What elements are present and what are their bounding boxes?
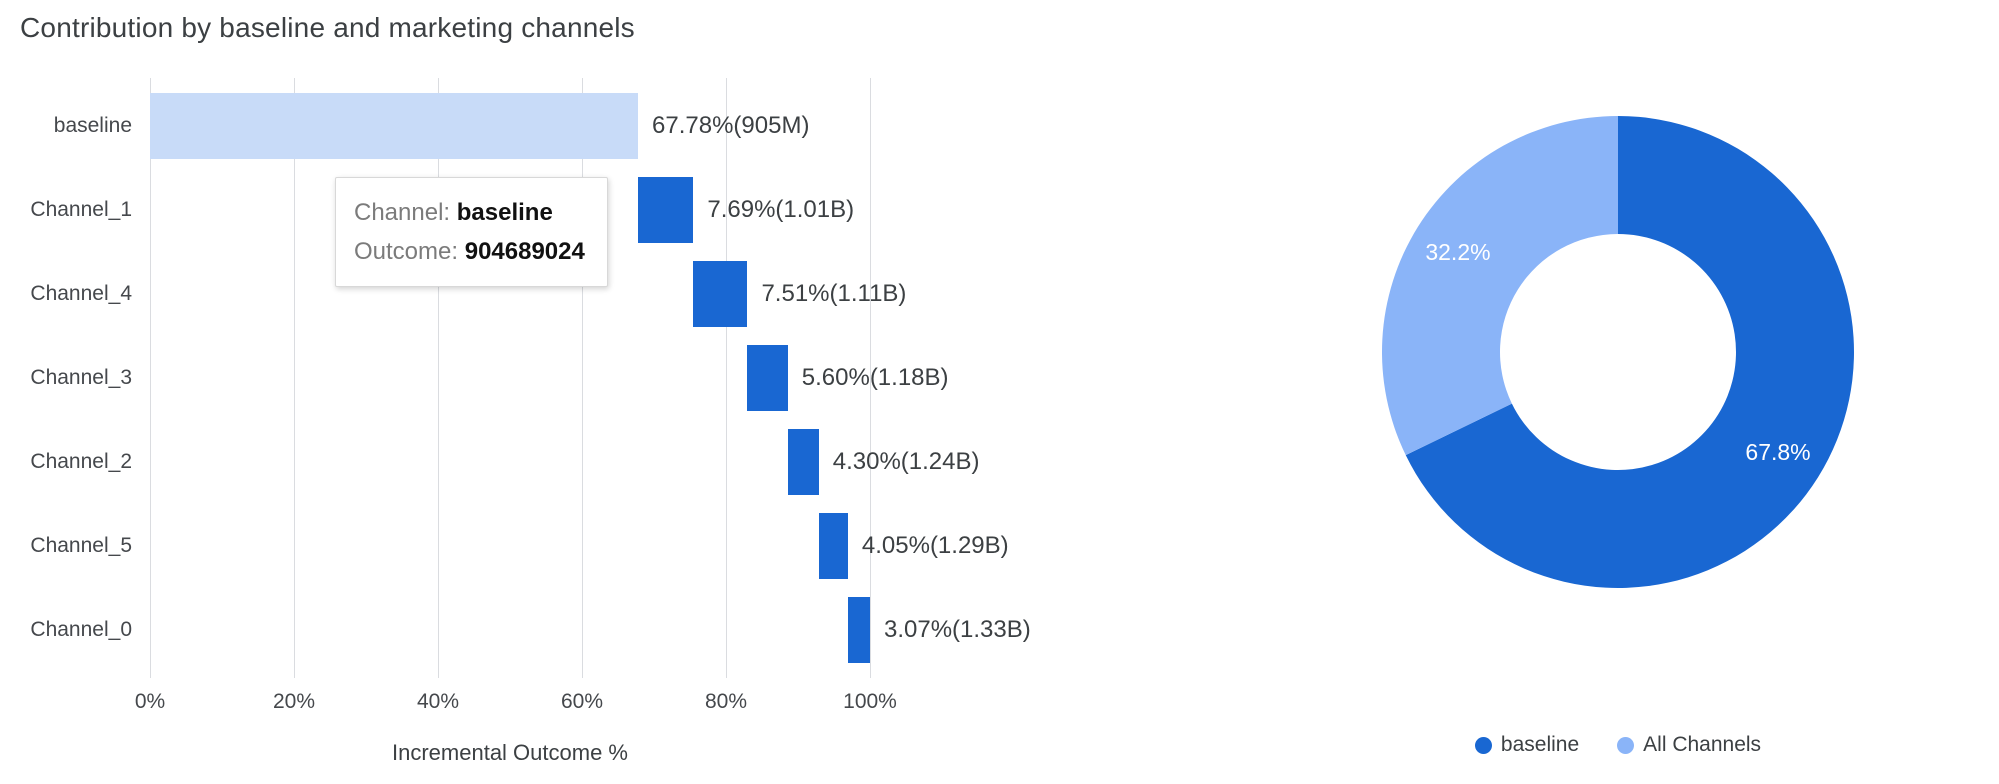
legend-label: baseline — [1500, 733, 1580, 756]
bar-value-label: 3.07%(1.33B) — [884, 616, 1031, 643]
legend-item-baseline: baseline — [1474, 733, 1580, 757]
waterfall-bar[interactable] — [150, 93, 639, 159]
x-tick-label: 20% — [272, 690, 316, 713]
tooltip-outcome-label: Outcome: — [354, 238, 459, 265]
bar-value-label: 4.05%(1.29B) — [861, 532, 1009, 559]
donut-chart: 67.8% 32.2% — [1382, 116, 1854, 588]
legend-item-all-channels: All Channels — [1617, 733, 1761, 757]
x-tick-label: 0% — [134, 690, 166, 713]
tooltip-channel-value: baseline — [456, 199, 553, 226]
category-label: baseline — [53, 114, 132, 137]
bar-value-label: 7.51%(1.11B) — [761, 280, 907, 307]
tooltip-row-channel: Channel: baseline — [354, 193, 585, 232]
legend-dot-icon — [1617, 736, 1635, 754]
donut-slice-baseline[interactable] — [1405, 116, 1854, 588]
gridline — [726, 78, 727, 678]
waterfall-bar[interactable] — [818, 513, 848, 579]
tooltip-channel-label: Channel: — [354, 199, 451, 226]
x-tick-label: 40% — [416, 690, 460, 713]
gridline — [438, 78, 439, 678]
donut-slice-all-channels[interactable] — [1382, 116, 1618, 456]
gridline — [294, 78, 295, 678]
bar-value-label: 4.30%(1.24B) — [832, 448, 980, 475]
gridline — [150, 78, 151, 678]
x-tick-label: 100% — [843, 690, 897, 713]
x-tick-label: 80% — [704, 690, 748, 713]
x-axis-title: Incremental Outcome % — [392, 740, 628, 765]
waterfall-bar[interactable] — [847, 597, 870, 663]
slice-percent-label: 32.2% — [1425, 239, 1490, 265]
donut-legend: baseline All Channels — [1368, 733, 1868, 757]
category-label: Channel_2 — [30, 450, 132, 473]
gridline — [870, 78, 871, 678]
bar-value-label: 7.69%(1.01B) — [707, 196, 855, 223]
waterfall-bar[interactable] — [747, 345, 788, 411]
category-label: Channel_0 — [30, 618, 132, 641]
legend-label: All Channels — [1643, 733, 1762, 756]
tooltip-outcome-value: 904689024 — [464, 238, 585, 265]
category-label: Channel_3 — [30, 366, 132, 389]
chart-title: Contribution by baseline and marketing c… — [20, 12, 635, 43]
category-label: Channel_5 — [30, 534, 132, 557]
slice-percent-label: 67.8% — [1745, 439, 1810, 465]
waterfall-bar[interactable] — [787, 429, 819, 495]
legend-dot-icon — [1474, 736, 1492, 754]
category-label: Channel_1 — [30, 198, 132, 221]
bar-value-label: 5.60%(1.18B) — [801, 364, 949, 391]
category-label: Channel_4 — [30, 282, 132, 305]
x-tick-label: 60% — [560, 690, 604, 713]
tooltip-row-outcome: Outcome: 904689024 — [354, 232, 585, 271]
tooltip: Channel: baseline Outcome: 904689024 — [335, 177, 608, 287]
gridline — [582, 78, 583, 678]
waterfall-bar[interactable] — [693, 261, 748, 327]
bar-value-label: 67.78%(905M) — [652, 112, 810, 139]
waterfall-bar[interactable] — [638, 177, 694, 243]
